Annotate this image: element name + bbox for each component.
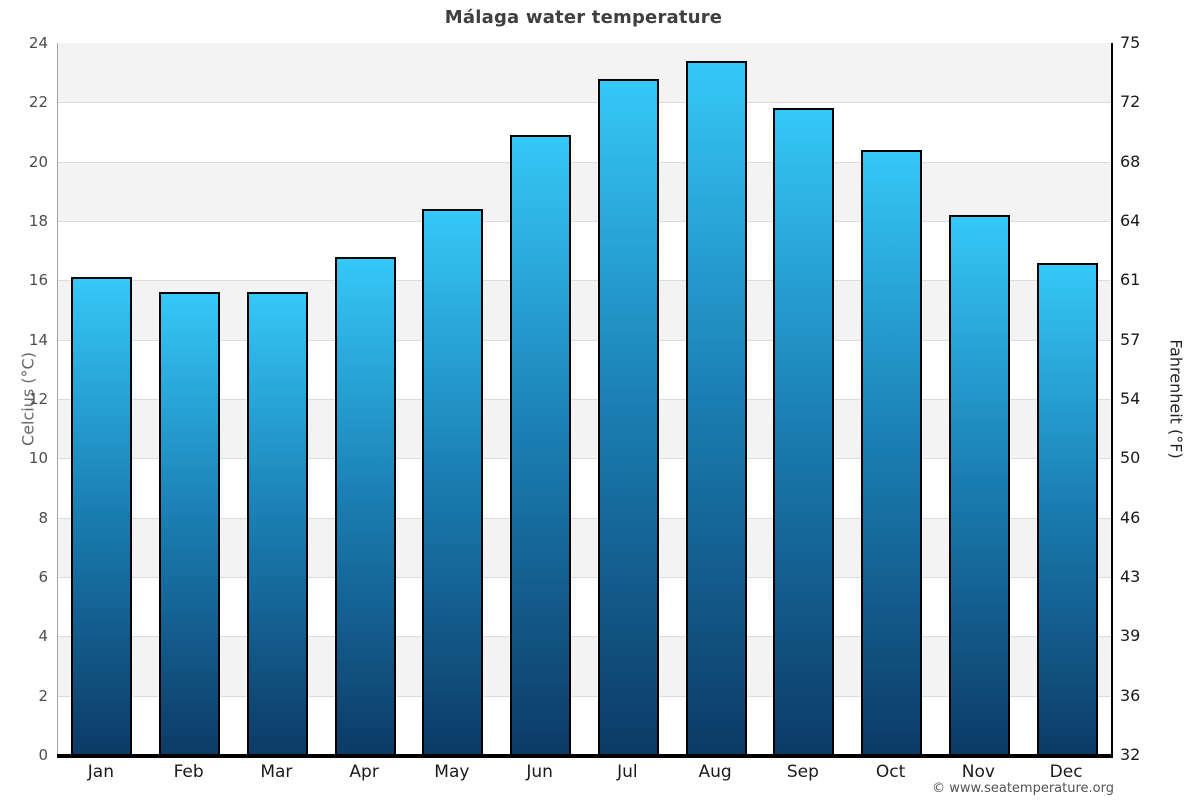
x-axis-line: [57, 754, 1113, 758]
bar-aug: [685, 60, 747, 755]
month-label-mar: Mar: [260, 762, 293, 782]
celsius-tick-4: 4: [38, 627, 48, 646]
bar-jul: [597, 78, 659, 755]
celsius-tick-0: 0: [38, 746, 48, 764]
celsius-tick-20: 20: [28, 152, 48, 171]
fahrenheit-tick-36: 36: [1120, 685, 1141, 705]
fahrenheit-tick-61: 61: [1120, 270, 1141, 290]
fahrenheit-tick-43: 43: [1120, 567, 1141, 586]
month-label-dec: Dec: [1049, 762, 1083, 782]
month-label-jan: Jan: [87, 762, 114, 782]
celsius-tick-12: 12: [28, 390, 48, 408]
month-label-apr: Apr: [349, 762, 379, 782]
month-label-feb: Feb: [173, 762, 204, 782]
plot-band: [58, 517, 1111, 577]
fahrenheit-tick-64: 64: [1120, 211, 1141, 230]
gridline: [58, 280, 1111, 282]
fahrenheit-tick-32: 32: [1120, 745, 1141, 764]
celsius-tick-14: 14: [28, 330, 48, 349]
month-label-nov: Nov: [961, 762, 995, 782]
fahrenheit-tick-54: 54: [1120, 389, 1141, 408]
month-label-jul: Jul: [617, 762, 638, 782]
gridline: [58, 517, 1111, 519]
chart-title: Málaga water temperature: [444, 7, 723, 28]
month-label-sep: Sep: [786, 762, 819, 782]
celsius-tick-16: 16: [28, 271, 48, 290]
plot-band: [58, 43, 1111, 103]
plot-area: [57, 43, 1113, 755]
fahrenheit-tick-75: 75: [1120, 33, 1141, 52]
bar-dec: [1036, 262, 1098, 755]
gridline: [58, 339, 1111, 341]
copyright-link[interactable]: © www.seatemperature.org: [932, 781, 1114, 796]
gridline: [58, 458, 1111, 460]
plot-band: [58, 636, 1111, 696]
bar-feb: [159, 292, 221, 755]
plot-band: [58, 280, 1111, 340]
bar-oct: [861, 149, 923, 755]
fahrenheit-tick-46: 46: [1120, 507, 1141, 527]
gridline: [58, 399, 1111, 400]
month-label-may: May: [434, 762, 470, 782]
month-label-aug: Aug: [698, 762, 732, 782]
bar-may: [422, 209, 484, 755]
bar-nov: [948, 215, 1010, 755]
bar-jan: [71, 277, 133, 755]
gridline: [58, 221, 1111, 222]
gridline: [58, 636, 1111, 638]
bar-jun: [510, 134, 572, 755]
celsius-tick-2: 2: [38, 686, 48, 705]
celsius-tick-18: 18: [28, 212, 48, 230]
celsius-tick-22: 22: [28, 93, 48, 112]
plot-band: [58, 399, 1111, 459]
gridline: [58, 161, 1111, 163]
bar-apr: [334, 256, 396, 755]
fahrenheit-tick-50: 50: [1120, 448, 1141, 468]
bar-sep: [773, 108, 835, 755]
month-label-oct: Oct: [875, 762, 906, 782]
fahrenheit-tick-72: 72: [1120, 92, 1141, 112]
plot-band: [58, 102, 1111, 161]
bar-mar: [246, 292, 308, 755]
celsius-tick-8: 8: [38, 508, 48, 527]
month-label-jun: Jun: [526, 762, 553, 782]
gridline: [58, 577, 1111, 578]
fahrenheit-tick-68: 68: [1120, 151, 1141, 171]
celsius-tick-24: 24: [28, 34, 48, 52]
celsius-tick-6: 6: [38, 568, 48, 586]
fahrenheit-tick-39: 39: [1120, 626, 1141, 646]
gridline: [58, 695, 1111, 697]
fahrenheit-tick-57: 57: [1120, 329, 1141, 349]
plot-band: [58, 161, 1111, 221]
gridline: [58, 102, 1111, 104]
celsius-tick-10: 10: [28, 449, 48, 468]
